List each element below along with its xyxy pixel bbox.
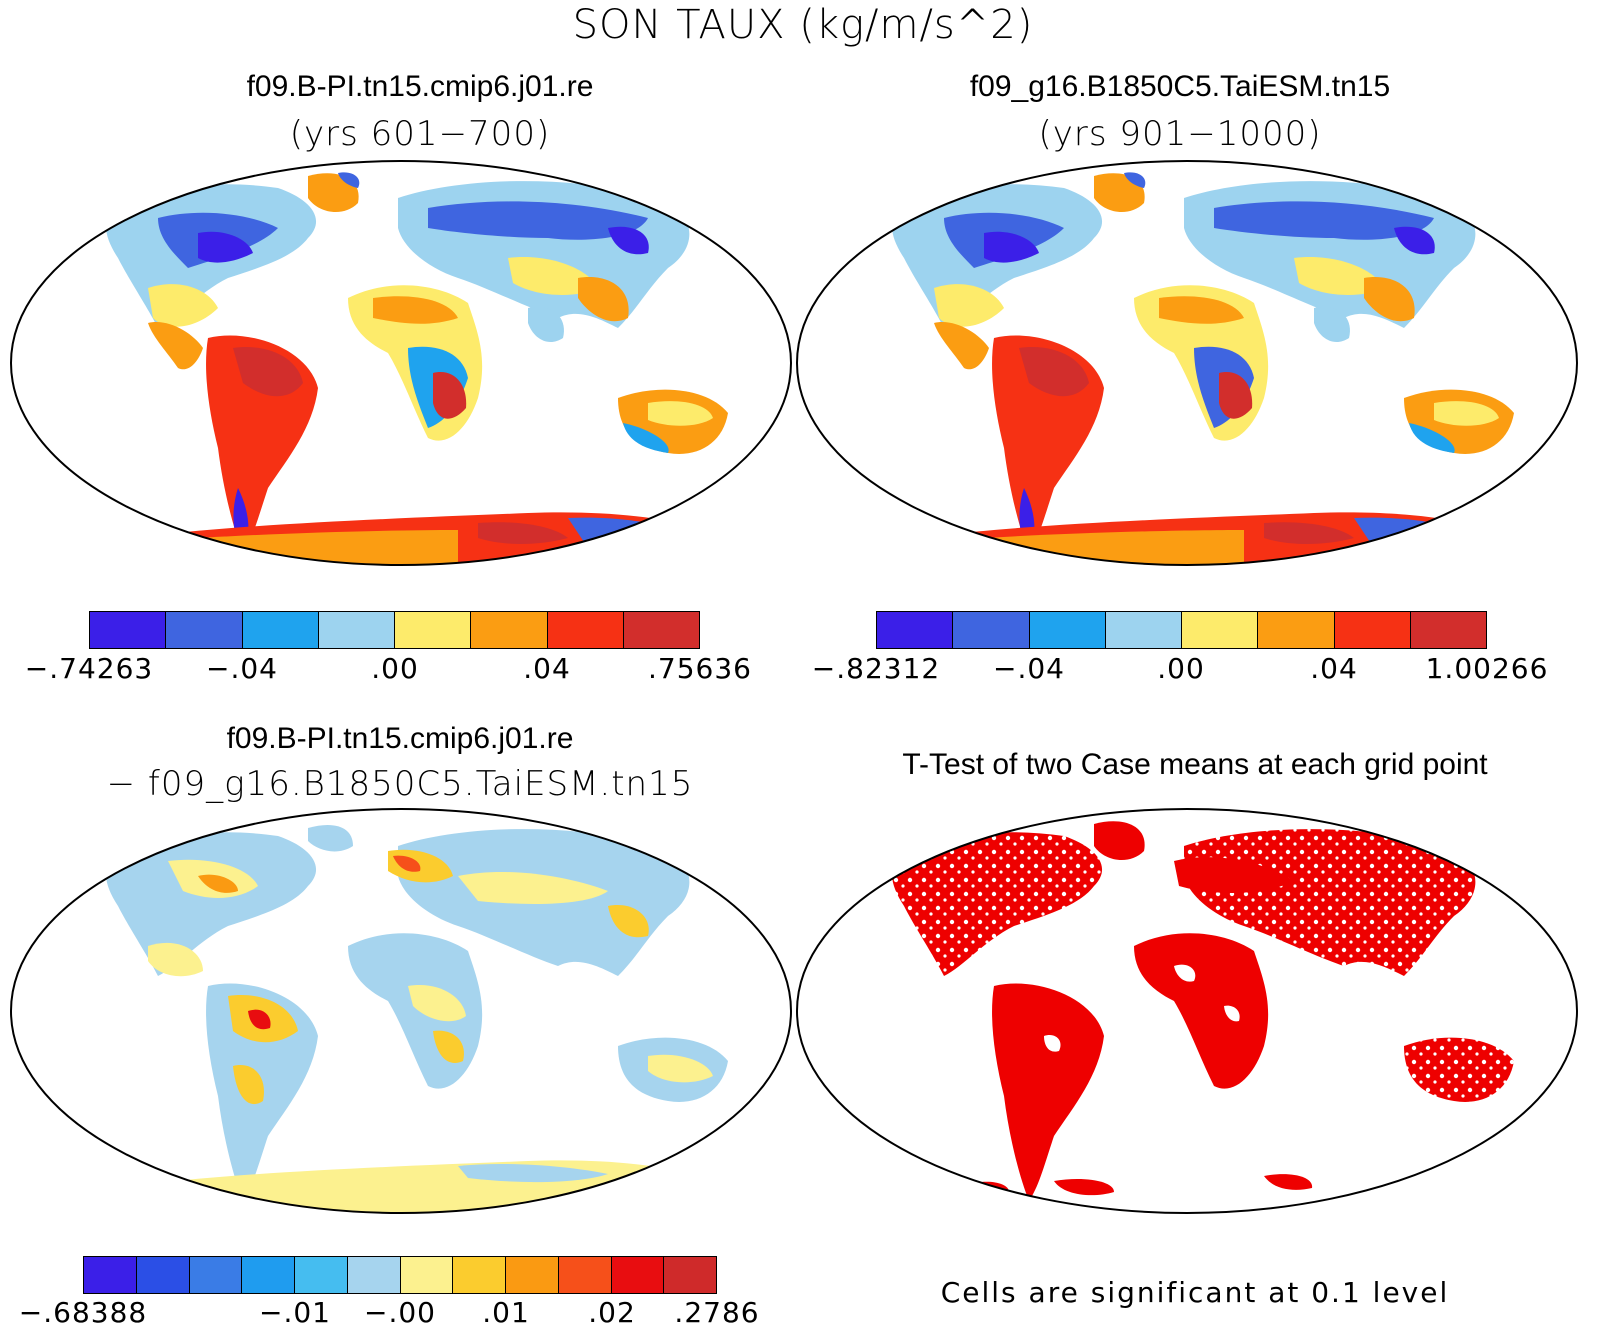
colorbar-cell [1105, 612, 1182, 648]
colorbar-label: .75636 [648, 652, 752, 685]
panel-3-title: f09.B-PI.tn15.cmip6.j01.re [226, 722, 574, 755]
colorbar-cell [623, 612, 699, 648]
colorbar-label: −.01 [259, 1296, 331, 1329]
panel-2-title: f09_g16.B1850C5.TaiESM.tn15 [969, 70, 1391, 103]
colorbar-label: .00 [1157, 652, 1205, 685]
colorbar-cell [242, 612, 319, 648]
colorbar-label: .01 [482, 1296, 530, 1329]
colorbar-cell [1182, 612, 1259, 648]
panel-1-subtitle: (yrs 601−700) [289, 114, 551, 154]
panel-1-title: f09.B-PI.tn15.cmip6.j01.re [246, 70, 594, 103]
colorbar-cell [547, 612, 624, 648]
colorbar-cell [877, 612, 954, 648]
colorbar-cell [242, 1257, 295, 1293]
panel-3-subtitle: − f09_g16.B1850C5.TaiESM.tn15 [106, 764, 694, 804]
colorbar-cell [1029, 612, 1106, 648]
colorbar-label: .00 [371, 652, 419, 685]
colorbar-label: −.68388 [18, 1296, 148, 1329]
panel-4-title: T-Test of two Case means at each grid po… [902, 748, 1488, 781]
colorbar-cell [453, 1257, 506, 1293]
panel-1-map [10, 160, 792, 566]
colorbar-label: .04 [1310, 652, 1358, 685]
colorbar-label: .2786 [674, 1296, 760, 1329]
colorbar-cell [400, 1257, 454, 1293]
panel-3-map [10, 808, 792, 1214]
colorbar-cell [506, 1257, 559, 1293]
colorbar-cell [395, 612, 472, 648]
panel-2-subtitle: (yrs 901−1000) [1038, 114, 1322, 154]
colorbar-cell [295, 1257, 348, 1293]
colorbar-cell [558, 1257, 612, 1293]
significance-note: Cells are significant at 0.1 level [940, 1276, 1450, 1309]
colorbar-cell [471, 612, 548, 648]
colorbar-label: .02 [588, 1296, 636, 1329]
panel-2-colorbar [876, 611, 1487, 649]
colorbar-cell [166, 612, 243, 648]
colorbar-cell [318, 612, 395, 648]
colorbar-cell [611, 1257, 665, 1293]
colorbar-cell [953, 612, 1030, 648]
colorbar-cell [1410, 612, 1486, 648]
panel-1-colorbar [89, 611, 700, 649]
panel-4-map [796, 808, 1578, 1214]
colorbar-cell [664, 1257, 716, 1293]
colorbar-label: −.00 [364, 1296, 436, 1329]
panel-3-colorbar [83, 1256, 717, 1294]
colorbar-label: .04 [523, 652, 571, 685]
colorbar-cell [347, 1257, 401, 1293]
colorbar-cell [84, 1257, 137, 1293]
colorbar-cell [90, 612, 167, 648]
figure-title: SON TAUX (kg/m/s^2) [572, 2, 1034, 48]
colorbar-cell [136, 1257, 190, 1293]
colorbar-cell [1334, 612, 1411, 648]
colorbar-label: −.04 [206, 652, 278, 685]
colorbar-cell [189, 1257, 243, 1293]
colorbar-label: −.04 [993, 652, 1065, 685]
colorbar-cell [1258, 612, 1335, 648]
panel-2-map [796, 160, 1578, 566]
colorbar-label: −.74263 [24, 652, 154, 685]
colorbar-label: −.82312 [811, 652, 941, 685]
colorbar-label: 1.00266 [1425, 652, 1549, 685]
